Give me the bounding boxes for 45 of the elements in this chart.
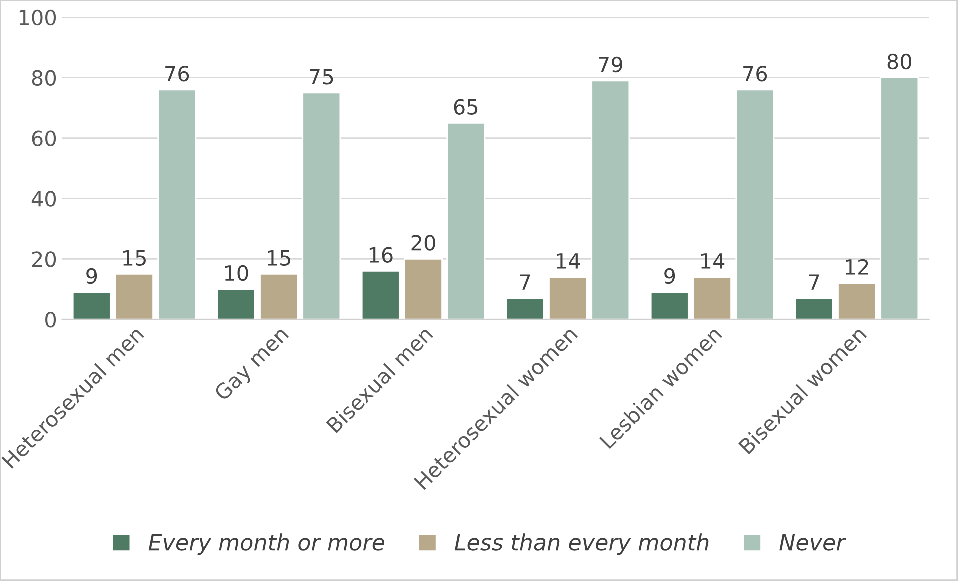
bar: [404, 258, 443, 320]
data-label: 10: [225, 265, 248, 282]
y-tick-label: 60: [32, 130, 56, 146]
y-tick-label: 80: [32, 70, 56, 86]
legend-label: Less than every month: [454, 534, 709, 556]
bar: [506, 298, 545, 320]
bar: [591, 80, 630, 320]
data-label: 76: [744, 66, 768, 82]
bar: [446, 122, 486, 320]
data-label: 9: [664, 268, 676, 284]
data-label: 80: [888, 54, 912, 70]
bar: [736, 89, 775, 320]
data-label: 76: [166, 66, 190, 82]
bar: [693, 276, 732, 320]
bar: [880, 77, 920, 320]
bar: [260, 274, 298, 320]
bar: [72, 292, 112, 320]
data-label: 15: [268, 250, 290, 266]
bar: [838, 282, 876, 320]
data-label: 9: [86, 268, 98, 284]
data-label: 7: [520, 274, 530, 290]
data-label: 75: [310, 69, 334, 85]
data-label: 79: [599, 56, 622, 73]
y-tick-label: 20: [32, 252, 56, 268]
bar: [650, 292, 690, 320]
bar: [302, 92, 342, 320]
bar: [548, 276, 588, 320]
data-label: 16: [370, 247, 393, 264]
legend-label: Never: [780, 534, 846, 551]
bar: [216, 288, 256, 320]
bar: [361, 270, 400, 320]
bar: [115, 274, 154, 320]
legend-label: Every month or more: [148, 534, 384, 556]
data-label: 65: [454, 99, 478, 115]
data-label: 12: [846, 259, 868, 275]
bar: [158, 89, 197, 320]
data-label: 7: [809, 274, 820, 290]
data-label: 15: [124, 250, 146, 266]
bar: [794, 298, 834, 320]
data-label: 14: [557, 254, 580, 269]
y-tick-label: 40: [32, 191, 56, 207]
y-tick-label: 100: [20, 10, 56, 26]
y-tick-label: 0: [46, 312, 56, 328]
data-label: 14: [702, 254, 725, 269]
data-label: 20: [412, 235, 436, 251]
